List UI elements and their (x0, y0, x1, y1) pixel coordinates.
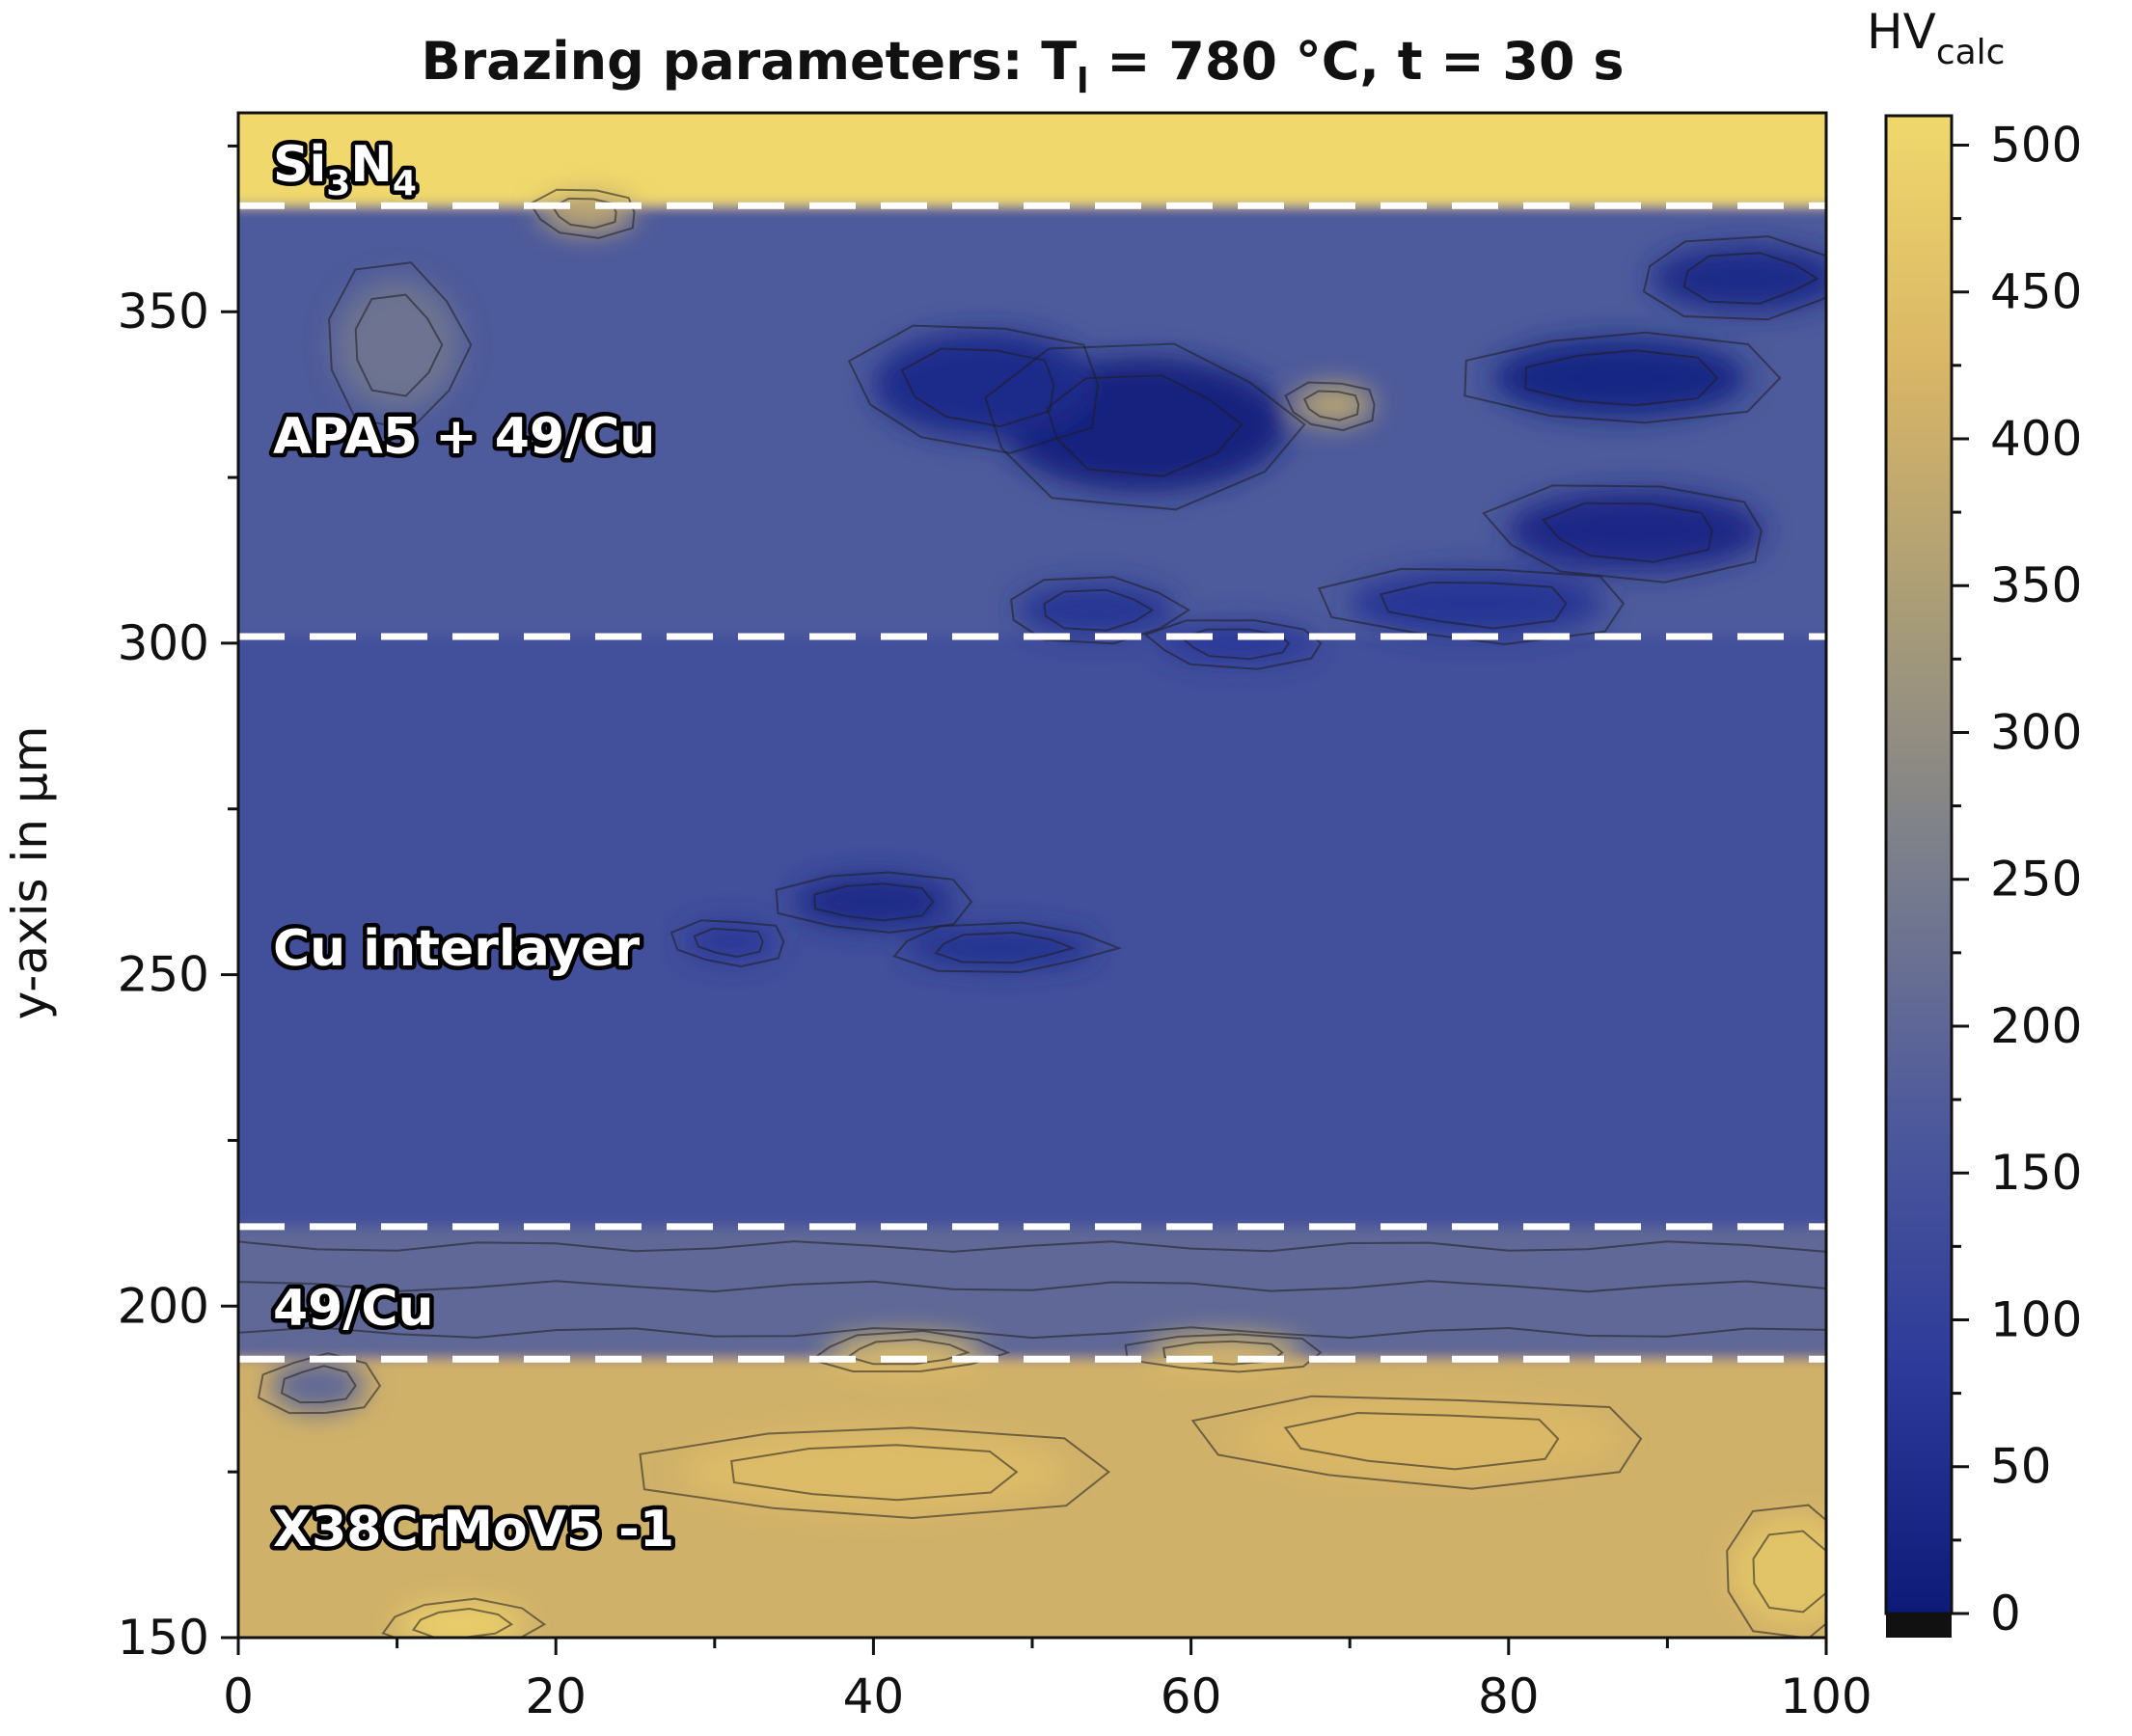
colorbar-tick-label: 250 (1990, 852, 2082, 908)
colorbar-tick-label: 350 (1990, 557, 2082, 613)
colorbar-below-range (1886, 1614, 1952, 1638)
y-tick-label: 150 (118, 1610, 209, 1666)
region-labels: Si3N4 APA5 + 49/Cu Cu interlayer 49/Cu X38Cr… (269, 132, 679, 1563)
colorbar-tick-label: 50 (1990, 1439, 2052, 1495)
colorbar-tick-label: 200 (1990, 998, 2082, 1054)
colorbar-gradient (1884, 114, 1954, 1615)
x-tick-label: 60 (1161, 1668, 1222, 1724)
title-subscript: l (1077, 62, 1088, 101)
region-label: Si3N4 (273, 136, 417, 203)
hardness-feature (1508, 490, 1763, 571)
x-axis: 0 20 40 60 80 100 (223, 1638, 1872, 1724)
colorbar-tick-label: 450 (1990, 264, 2082, 320)
y-tick-label: 350 (118, 284, 209, 339)
hardness-feature (794, 875, 953, 929)
region-label: APA5 + 49/Cu (273, 408, 655, 466)
colorbar: 0 50 100 150 200 250 300 350 400 450 500 HVcalc (1867, 4, 2082, 1641)
colorbar-title: HVcalc (1867, 4, 2005, 72)
hardness-feature (1492, 338, 1747, 419)
colorbar-tick-label: 100 (1990, 1291, 2082, 1347)
colorbar-tick-label: 300 (1990, 704, 2082, 760)
y-tick-label: 250 (118, 947, 209, 1003)
x-tick-label: 100 (1780, 1668, 1872, 1724)
layer-boundaries (238, 202, 1826, 1363)
colorbar-tick-label: 0 (1990, 1586, 2021, 1641)
region-label: Cu interlayer (273, 920, 640, 978)
hardness-feature (873, 331, 1096, 438)
chart-title: Brazing parameters: Tl = 780 °C, t = 30 … (422, 31, 1625, 101)
region-label: 49/Cu (273, 1280, 434, 1338)
x-tick-label: 0 (223, 1668, 254, 1724)
x-tick-label: 40 (843, 1668, 905, 1724)
colorbar-tick-label: 400 (1990, 411, 2082, 467)
region-band (238, 113, 1826, 206)
region-label: X38CrMoV5 -1 (273, 1501, 674, 1559)
x-tick-label: 80 (1478, 1668, 1540, 1724)
x-tick-label: 20 (525, 1668, 587, 1724)
y-axis-title: y-axis in µm (2, 726, 58, 1020)
y-axis: 150 200 250 300 350 (118, 144, 238, 1666)
y-tick-label: 300 (118, 615, 209, 671)
y-tick-label: 200 (118, 1278, 209, 1334)
hardness-feature (1731, 1518, 1826, 1625)
colorbar-tick-label: 150 (1990, 1145, 2082, 1201)
colorbar-tick-label: 500 (1990, 117, 2082, 173)
hardness-feature (682, 1431, 1064, 1512)
plot-area (238, 113, 1826, 1638)
